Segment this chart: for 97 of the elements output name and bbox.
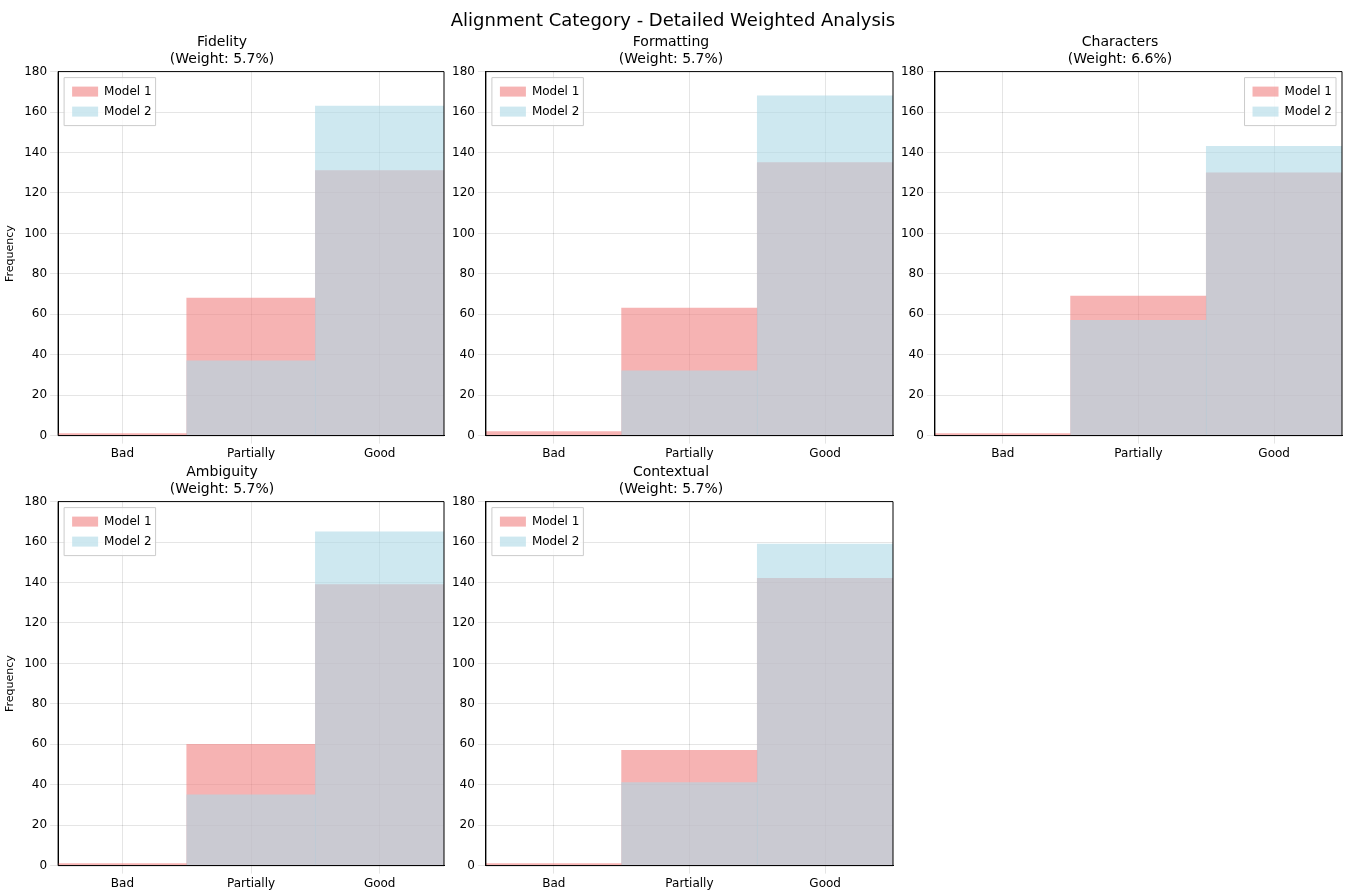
bar <box>186 794 316 866</box>
y-tick-label: 120 <box>24 615 48 630</box>
x-tick-label: Good <box>363 445 396 460</box>
y-tick-label: 60 <box>459 736 475 751</box>
y-tick-label: 40 <box>31 346 48 361</box>
y-tick-label: 80 <box>459 265 475 280</box>
chart-title: Formatting <box>632 33 710 50</box>
chart-subtitle: (Weight: 5.7%) <box>169 479 275 496</box>
y-tick-label: 180 <box>24 63 48 78</box>
bar <box>621 370 758 436</box>
bar <box>485 431 622 436</box>
bar <box>621 782 758 866</box>
y-tick-label: 20 <box>31 817 48 832</box>
y-tick-label: 100 <box>901 225 924 240</box>
y-tick-label: 180 <box>901 63 924 78</box>
y-tick-label: 160 <box>901 104 924 119</box>
y-tick-label: 40 <box>31 776 48 791</box>
x-tick-label: Partially <box>226 445 276 460</box>
y-tick-label: 180 <box>452 493 475 508</box>
y-tick-label: 0 <box>467 427 475 442</box>
y-tick-label: 20 <box>459 387 475 402</box>
y-tick-label: 140 <box>452 574 475 589</box>
y-tick-label: 140 <box>901 144 924 159</box>
bar <box>315 105 444 436</box>
y-tick-label: 120 <box>452 615 475 630</box>
y-tick-label: 40 <box>459 346 475 361</box>
y-tick-label: 140 <box>24 144 48 159</box>
x-tick-label: Partially <box>226 875 276 890</box>
y-tick-label: 100 <box>24 655 48 670</box>
y-tick-label: 100 <box>452 655 475 670</box>
y-tick-label: 60 <box>31 736 48 751</box>
x-tick-label: Good <box>363 875 396 890</box>
y-tick-label: 140 <box>24 574 48 589</box>
y-tick-label: 0 <box>916 427 924 442</box>
y-tick-label: 40 <box>908 346 924 361</box>
x-tick-label: Partially <box>1114 445 1163 460</box>
x-tick-label: Bad <box>542 875 566 890</box>
y-tick-label: 60 <box>908 306 924 321</box>
legend-label: Model 2 <box>531 533 580 548</box>
bar <box>186 360 316 436</box>
y-axis-title: Frequency <box>3 224 17 283</box>
y-tick-label: 20 <box>459 817 475 832</box>
y-tick-label: 100 <box>24 225 48 240</box>
y-axis-title: Frequency <box>3 654 17 713</box>
chart-title: Characters <box>1081 33 1159 50</box>
x-tick-label: Bad <box>110 445 135 460</box>
legend-label: Model 1 <box>531 83 580 98</box>
legend-label: Model 1 <box>104 83 152 98</box>
legend-label: Model 1 <box>531 513 580 528</box>
x-tick-label: Partially <box>665 875 714 890</box>
y-tick-label: 80 <box>908 265 924 280</box>
x-tick-label: Good <box>809 875 841 890</box>
y-tick-label: 40 <box>459 776 475 791</box>
x-tick-label: Partially <box>665 445 714 460</box>
y-tick-label: 140 <box>452 144 475 159</box>
y-tick-label: 160 <box>24 104 48 119</box>
y-tick-label: 0 <box>39 427 48 442</box>
x-tick-label: Good <box>809 445 841 460</box>
x-tick-label: Bad <box>110 875 135 890</box>
y-tick-label: 80 <box>31 695 48 710</box>
y-tick-label: 20 <box>31 387 48 402</box>
bar <box>756 95 893 436</box>
y-tick-label: 160 <box>452 104 475 119</box>
bar <box>315 531 444 866</box>
y-tick-label: 60 <box>459 306 475 321</box>
y-tick-label: 80 <box>31 265 48 280</box>
legend-label: Model 2 <box>531 103 580 118</box>
y-tick-label: 0 <box>39 857 48 872</box>
y-tick-label: 160 <box>24 534 48 549</box>
chart-title: Contextual <box>632 463 710 480</box>
y-tick-label: 180 <box>452 63 475 78</box>
legend-label: Model 1 <box>104 513 152 528</box>
chart-subtitle: (Weight: 5.7%) <box>618 479 724 496</box>
y-tick-label: 20 <box>908 387 924 402</box>
chart-subtitle: (Weight: 5.7%) <box>618 49 724 66</box>
y-tick-label: 120 <box>452 185 475 200</box>
y-tick-label: 80 <box>459 695 475 710</box>
legend-label: Model 2 <box>1284 103 1333 118</box>
chart-subtitle: (Weight: 5.7%) <box>169 49 275 66</box>
legend-label: Model 1 <box>1284 83 1333 98</box>
chart-title: Ambiguity <box>186 463 258 480</box>
text: Alignment Category - Detailed Weighted Analysis <box>450 9 896 30</box>
bar <box>1070 320 1207 436</box>
chart-subtitle: (Weight: 6.6%) <box>1067 49 1173 66</box>
legend-label: Model 2 <box>104 103 152 118</box>
y-tick-label: 100 <box>452 225 475 240</box>
y-tick-label: 180 <box>24 493 48 508</box>
y-tick-label: 0 <box>467 857 475 872</box>
x-tick-label: Bad <box>991 445 1015 460</box>
y-tick-label: 60 <box>31 306 48 321</box>
y-tick-label: 160 <box>452 534 475 549</box>
y-tick-label: 120 <box>24 185 48 200</box>
legend-label: Model 2 <box>104 533 152 548</box>
x-tick-label: Bad <box>542 445 566 460</box>
y-tick-label: 120 <box>901 185 924 200</box>
x-tick-label: Good <box>1258 445 1290 460</box>
chart-title: Fidelity <box>197 33 247 50</box>
